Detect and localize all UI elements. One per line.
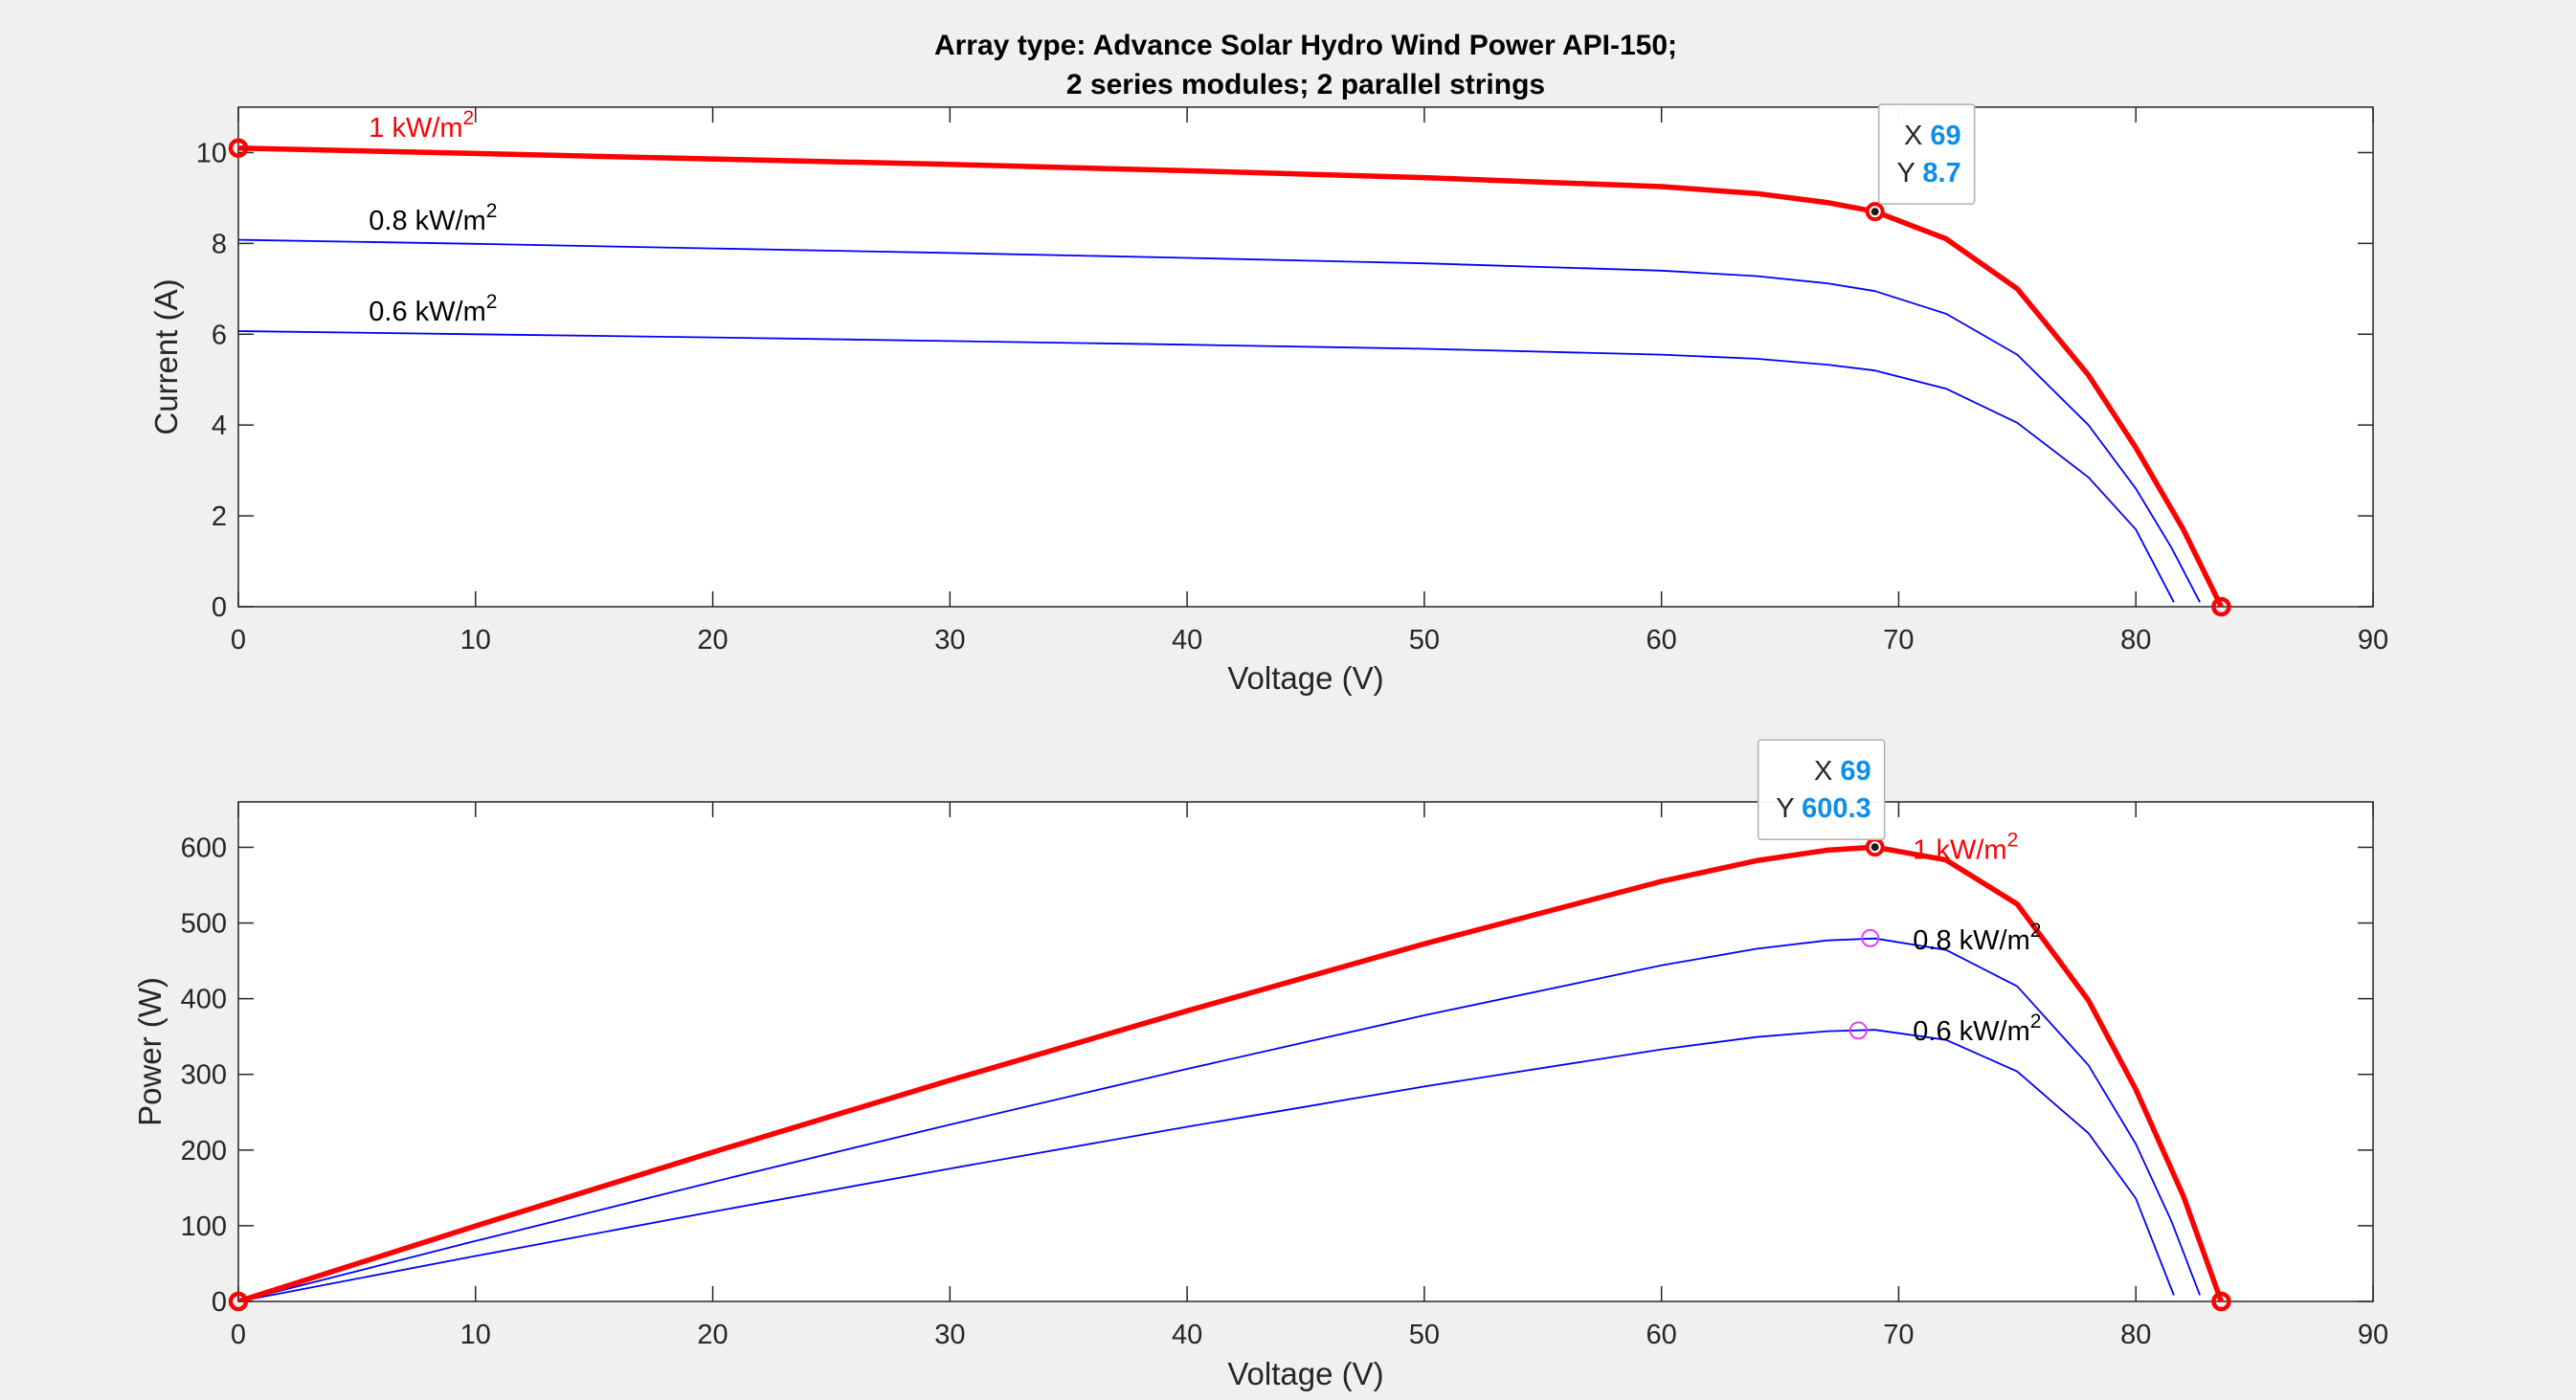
pv-series-line-0-6kw <box>238 1029 2175 1301</box>
pv-mpp-marker <box>1861 928 1880 947</box>
pv-x-tick-label: 10 <box>460 1320 491 1350</box>
iv-x-tick-label: 0 <box>231 625 246 656</box>
iv-datatip-space <box>1922 121 1930 151</box>
pv-mpp-marker <box>1848 1021 1868 1040</box>
iv-curve-label-sup: 2 <box>486 200 498 222</box>
iv-endpoint-marker <box>228 138 249 158</box>
iv-datatip-label: X <box>1904 121 1922 151</box>
pv-datatip-point-core <box>1870 843 1879 852</box>
pv-curve-label-sup: 2 <box>2030 920 2042 942</box>
figure-title-line-1: Array type: Advance Solar Hydro Wind Pow… <box>934 30 1677 61</box>
iv-datatip-label: Y <box>1896 158 1915 189</box>
pv-datatip-box <box>1757 739 1886 840</box>
iv-datatip-row: X 69 <box>1904 121 1961 151</box>
iv-series-line-0-8kw <box>238 238 2201 603</box>
pv-curve-label: 0.6 kW/m2 <box>1913 1011 2041 1047</box>
iv-curve-label-text: 0.8 kW/m <box>369 206 485 236</box>
iv-datatip-row: Y 8.7 <box>1896 158 1960 189</box>
iv-x-tick-label: 90 <box>2358 625 2388 656</box>
pv-curve-plot: 0 10 20 30 40 50 60 70 80 90 0 100 200 300 400 500 600 Vo… <box>132 739 2388 1391</box>
iv-x-tick-label: 80 <box>2120 625 2151 656</box>
iv-datatip-value: 69 <box>1930 121 1960 151</box>
pv-x-tick-label: 90 <box>2358 1320 2388 1350</box>
iv-y-tick-label: 10 <box>196 138 227 168</box>
pv-datatip-value: 69 <box>1840 756 1870 787</box>
pv-x-tick-label: 30 <box>934 1320 965 1350</box>
iv-x-tick-label: 10 <box>460 625 491 656</box>
pv-x-axis-label: Voltage (V) <box>1227 1356 1383 1391</box>
iv-series-line-0-6kw <box>238 330 2175 603</box>
pv-curve-label-text: 0.8 kW/m <box>1913 925 2029 956</box>
pv-y-tick-label: 0 <box>212 1287 227 1318</box>
pv-series-group <box>238 844 2224 1301</box>
pv-y-tick-label: 500 <box>181 909 227 940</box>
iv-x-axis-label: Voltage (V) <box>1227 660 1383 696</box>
iv-datatip-value: 8.7 <box>1922 158 1960 189</box>
pv-y-tick-label: 100 <box>181 1211 227 1242</box>
iv-datatip-space <box>1915 158 1922 189</box>
iv-curve-label-text: 1 kW/m <box>369 113 462 144</box>
pv-datatip-value: 600.3 <box>1802 793 1871 824</box>
iv-curve-label-sup: 2 <box>486 291 498 313</box>
iv-datatip-point-core <box>1870 208 1879 216</box>
pv-endpoint-marker <box>228 1291 249 1312</box>
iv-x-tick-label: 40 <box>1172 625 1202 656</box>
iv-datatip-box <box>1877 103 1976 205</box>
iv-y-tick-label: 6 <box>212 320 227 350</box>
iv-curve-label-sup: 2 <box>463 107 475 129</box>
pv-x-tick-label: 80 <box>2120 1320 2151 1350</box>
iv-y-tick-label: 4 <box>212 411 227 441</box>
iv-curve-label: 0.8 kW/m2 <box>369 200 497 236</box>
pv-x-tick-label: 70 <box>1883 1320 1914 1350</box>
pv-x-tick-label: 60 <box>1646 1320 1677 1350</box>
pv-datatip[interactable]: X 69 Y 600.3 <box>1757 739 1886 840</box>
iv-y-axis-label: Current (A) <box>148 278 184 434</box>
pv-series-line-1kw <box>238 844 2224 1301</box>
pv-datatip-label: Y <box>1776 793 1794 824</box>
iv-datatip[interactable]: X 69 Y 8.7 <box>1877 103 1976 205</box>
iv-curve-label: 1 kW/m2 <box>369 107 474 144</box>
pv-datatip-space <box>1794 793 1802 824</box>
iv-endpoint-marker <box>2211 596 2231 617</box>
pv-curve-label-sup: 2 <box>2030 1011 2042 1033</box>
iv-y-tick-label: 2 <box>212 501 227 532</box>
iv-curve-label-text: 0.6 kW/m <box>369 297 485 327</box>
pv-y-tick-label: 300 <box>181 1060 227 1091</box>
pv-endpoint-marker <box>2211 1291 2231 1312</box>
pv-curve-label: 0.8 kW/m2 <box>1913 920 2041 956</box>
iv-x-tick-label: 50 <box>1409 625 1440 656</box>
pv-x-tick-label: 20 <box>697 1320 728 1350</box>
iv-curve-plot: 0 10 20 30 40 50 60 70 80 90 0 2 4 6 8 10 Voltage (V) Cur… <box>148 103 2388 696</box>
pv-datatip-row: Y 600.3 <box>1776 793 1870 824</box>
pv-curve-label-text: 0.6 kW/m <box>1913 1016 2029 1047</box>
pv-series-line-0-8kw <box>238 937 2201 1301</box>
pv-datatip-space <box>1832 756 1840 787</box>
iv-x-tick-label: 30 <box>934 625 965 656</box>
pv-y-tick-label: 200 <box>181 1136 227 1167</box>
iv-x-tick-label: 60 <box>1646 625 1677 656</box>
pv-x-tick-label: 40 <box>1172 1320 1202 1350</box>
iv-y-tick-label: 8 <box>212 229 227 259</box>
iv-x-tick-label: 70 <box>1883 625 1914 656</box>
iv-y-tick-label: 0 <box>212 592 227 623</box>
iv-series-line-1kw <box>238 144 2224 607</box>
pv-datatip-label: X <box>1814 756 1832 787</box>
figure-title-line-2: 2 series modules; 2 parallel strings <box>1066 69 1545 100</box>
iv-curve-label: 0.6 kW/m2 <box>369 291 497 327</box>
pv-curve-label-text: 1 kW/m <box>1913 834 2006 865</box>
pv-y-tick-label: 400 <box>181 985 227 1015</box>
iv-x-tick-label: 20 <box>697 625 728 656</box>
pv-y-axis-label: Power (W) <box>132 977 168 1126</box>
pv-x-tick-label: 50 <box>1409 1320 1440 1350</box>
pv-curve-label-sup: 2 <box>2007 829 2019 851</box>
iv-axes-box <box>237 106 2374 608</box>
iv-series-group <box>238 144 2224 607</box>
pv-x-tick-label: 0 <box>231 1320 246 1350</box>
pv-datatip-row: X 69 <box>1814 756 1871 787</box>
pv-y-tick-label: 600 <box>181 833 227 863</box>
pv-axes-box <box>237 801 2374 1302</box>
pv-curve-label: 1 kW/m2 <box>1913 829 2018 865</box>
